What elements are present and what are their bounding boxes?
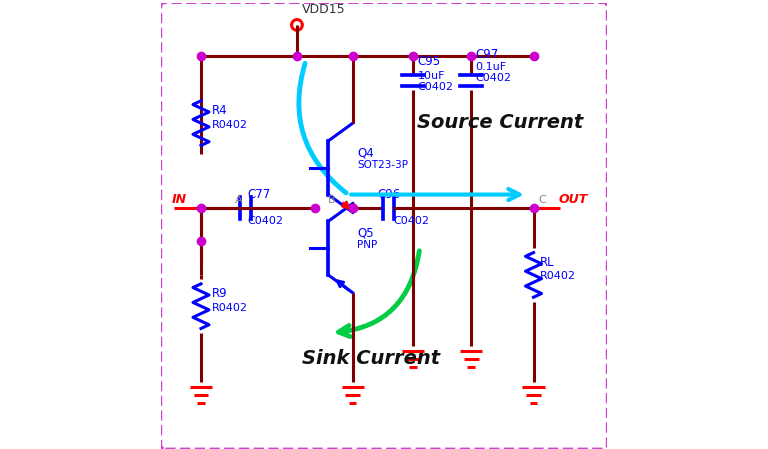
Text: B: B [328,195,336,206]
Text: PNP: PNP [357,240,377,250]
FancyArrowPatch shape [339,251,419,336]
Text: A: A [235,195,243,206]
Text: C96: C96 [377,188,401,201]
Text: Q5: Q5 [357,227,374,240]
Text: 10uF: 10uF [418,70,445,80]
Text: Source Current: Source Current [417,113,583,132]
Text: C77: C77 [248,188,271,201]
Text: 0.1uF: 0.1uF [475,62,507,71]
Text: C0402: C0402 [248,216,284,225]
Text: R0402: R0402 [212,303,248,313]
Text: RL: RL [540,256,554,269]
Text: C0402: C0402 [475,73,511,83]
Text: SOT23-3P: SOT23-3P [357,160,409,170]
Text: C97: C97 [475,48,498,62]
Text: C0402: C0402 [393,216,429,225]
Text: R0402: R0402 [212,119,248,130]
Text: VDD15: VDD15 [301,3,345,16]
Text: IN: IN [172,194,187,207]
Text: R4: R4 [212,104,228,117]
Text: Sink Current: Sink Current [302,349,439,368]
Text: C95: C95 [418,55,441,68]
Text: Q4: Q4 [357,147,374,160]
Text: C0402: C0402 [418,82,453,92]
Text: R0402: R0402 [540,271,576,282]
FancyArrowPatch shape [299,63,346,193]
Text: C: C [538,195,546,206]
Text: OUT: OUT [558,194,588,207]
Text: R9: R9 [212,287,228,300]
